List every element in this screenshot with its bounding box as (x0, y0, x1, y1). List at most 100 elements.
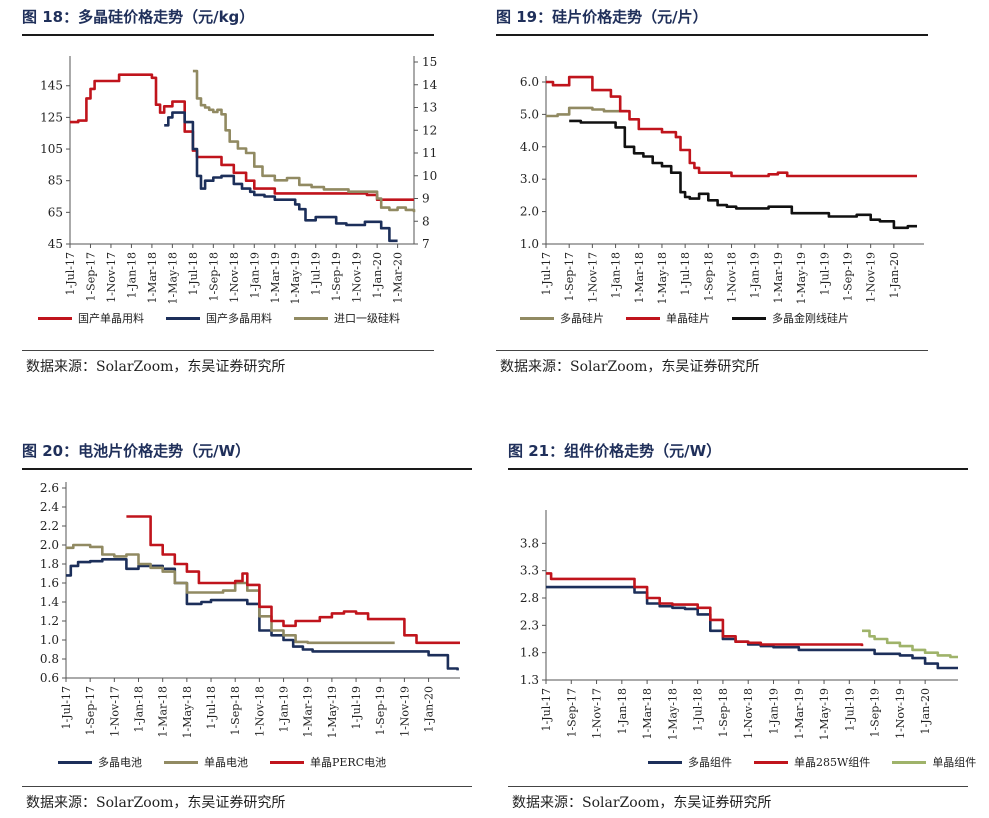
x-tick-label: 1-Mar-18 (146, 252, 159, 304)
legend-item: 单晶组件 (892, 754, 976, 770)
y-tick-label: 2.0 (40, 538, 59, 552)
x-tick-label: 1-Mar-19 (269, 252, 282, 304)
legend-label: 多晶组件 (688, 756, 732, 769)
series-line (66, 558, 459, 671)
x-tick-label: 1-Nov-19 (865, 252, 878, 303)
y-tick-label: 3.3 (520, 564, 539, 578)
series-line (164, 111, 398, 243)
y-tick-label: 4.0 (520, 140, 539, 154)
y-tick-label: 3.0 (520, 172, 539, 186)
x-tick-label: 1-Sep-17 (84, 252, 97, 302)
legend-swatch (294, 316, 328, 320)
chart-cell: 0.6 0.8 1.0 1.2 1.4 1.6 1.8 2.0 2.2 2.4 2.6 1-Jul-1… (40, 481, 460, 738)
y2-tick-label: 14 (422, 78, 438, 92)
y-tick-label: 2.2 (40, 519, 59, 533)
x-tick-label: 1-May-19 (795, 252, 808, 304)
chart-title: 图 19：硅片价格走势（元/片） (496, 8, 708, 26)
y-tick-label: 2.8 (520, 591, 539, 605)
source-text: 数据来源：SolarZoom，东吴证券研究所 (512, 795, 772, 811)
legend-item: 国产单晶用料 (38, 310, 144, 326)
x-tick-label: 1-Jul-18 (205, 686, 218, 729)
x-tick-label: 1-Jul-18 (187, 252, 200, 295)
x-tick-label: 1-Jan-18 (616, 688, 629, 734)
legend: 多晶电池 单晶电池 单晶PERC电池 (58, 754, 386, 770)
y-tick-label: 85 (48, 174, 63, 188)
source-rule (22, 350, 434, 351)
chart-module: 1.3 1.8 2.3 2.8 3.3 3.8 1-Jul-17 1-Sep-17 1-Nov-… (520, 510, 958, 740)
x-tick-label: 1-Jul-19 (310, 252, 323, 295)
legend: 多晶组件 单晶285W组件 单晶组件 (648, 754, 976, 770)
chart-title: 图 21：组件价格走势（元/W） (508, 442, 722, 460)
x-tick-label: 1-Mar-19 (793, 688, 806, 740)
source-rule (496, 350, 928, 351)
y-tick-label: 2.0 (520, 205, 539, 219)
y2-tick-label: 13 (422, 101, 437, 115)
x-tick-label: 1-Mar-18 (633, 252, 646, 304)
x-tick-label: 1-Jul-17 (540, 252, 553, 295)
series-line (546, 75, 917, 178)
y-tick-label: 65 (48, 205, 63, 219)
y-tick-label: 1.8 (520, 646, 539, 660)
x-tick-label: 1-May-18 (656, 252, 669, 304)
x-tick-label: 1-Jan-19 (767, 688, 780, 734)
x-tick-label: 1-Jul-17 (60, 686, 73, 729)
y2-tick-label: 9 (422, 192, 430, 206)
x-tick-label: 1-May-18 (181, 686, 194, 738)
y2-tick-label: 8 (422, 214, 430, 228)
legend-swatch (520, 316, 554, 320)
y-tick-label: 2.3 (520, 618, 539, 632)
x-tick-label: 1-Sep-17 (563, 252, 576, 302)
y-tick-label: 0.6 (40, 671, 59, 685)
legend-swatch (626, 316, 660, 320)
x-tick-label: 1-Jul-17 (64, 252, 77, 295)
legend-label: 多晶硅片 (560, 312, 604, 325)
x-tick-label: 1-Mar-19 (302, 686, 315, 738)
legend-label: 单晶285W组件 (794, 756, 871, 769)
x-tick-label: 1-Jul-19 (843, 688, 856, 731)
series-line (70, 73, 414, 201)
legend-label: 单晶PERC电池 (310, 756, 387, 769)
title-rule (22, 34, 434, 36)
y-tick-label: 5.0 (520, 107, 539, 121)
y2-tick-label: 7 (422, 237, 430, 251)
x-tick-label: 1-Sep-18 (229, 686, 242, 736)
x-tick-label: 1-Jan-19 (749, 252, 762, 298)
source-text: 数据来源：SolarZoom，东吴证券研究所 (26, 795, 286, 811)
legend-swatch (38, 316, 72, 320)
chart-title: 图 20：电池片价格走势（元/W） (22, 442, 251, 460)
series-line (66, 543, 395, 645)
x-tick-label: 1-May-19 (326, 686, 339, 738)
x-tick-label: 1-Nov-18 (742, 688, 755, 739)
x-tick-label: 1-Jan-20 (371, 252, 384, 298)
y2-tick-label: 11 (422, 146, 437, 160)
x-tick-label: 1-May-18 (666, 688, 679, 740)
x-tick-label: 1-Jan-18 (125, 252, 138, 298)
x-tick-label: 1-Sep-19 (841, 252, 854, 302)
title-rule (508, 468, 968, 470)
y-tick-label: 1.3 (520, 673, 539, 687)
x-tick-label: 1-Nov-18 (726, 252, 739, 303)
series-line (546, 106, 628, 118)
legend-item: 多晶组件 (648, 754, 732, 770)
y-tick-label: 105 (40, 142, 63, 156)
x-tick-label: 1-Nov-17 (586, 252, 599, 303)
legend-swatch (166, 316, 200, 320)
x-tick-label: 1-Mar-18 (641, 688, 654, 740)
x-tick-label: 1-Jul-19 (818, 252, 831, 295)
legend-swatch (648, 760, 682, 764)
x-tick-label: 1-Sep-19 (869, 688, 882, 738)
x-tick-label: 1-Nov-18 (253, 686, 266, 737)
x-tick-label: 1-Jan-18 (133, 686, 146, 732)
x-tick-label: 1-Jan-20 (423, 686, 436, 732)
series-line (126, 515, 460, 645)
series-line (569, 119, 917, 230)
legend-label: 单晶硅片 (666, 312, 710, 325)
legend-swatch (270, 760, 304, 764)
y-tick-label: 145 (40, 79, 63, 93)
legend: 多晶硅片 单晶硅片 多晶金刚线硅片 (520, 310, 849, 326)
source-rule (22, 786, 472, 787)
y-tick-label: 45 (48, 237, 63, 251)
legend-label: 多晶金刚线硅片 (772, 312, 849, 325)
x-tick-label: 1-Mar-18 (157, 686, 170, 738)
y2-tick-label: 15 (422, 55, 437, 69)
